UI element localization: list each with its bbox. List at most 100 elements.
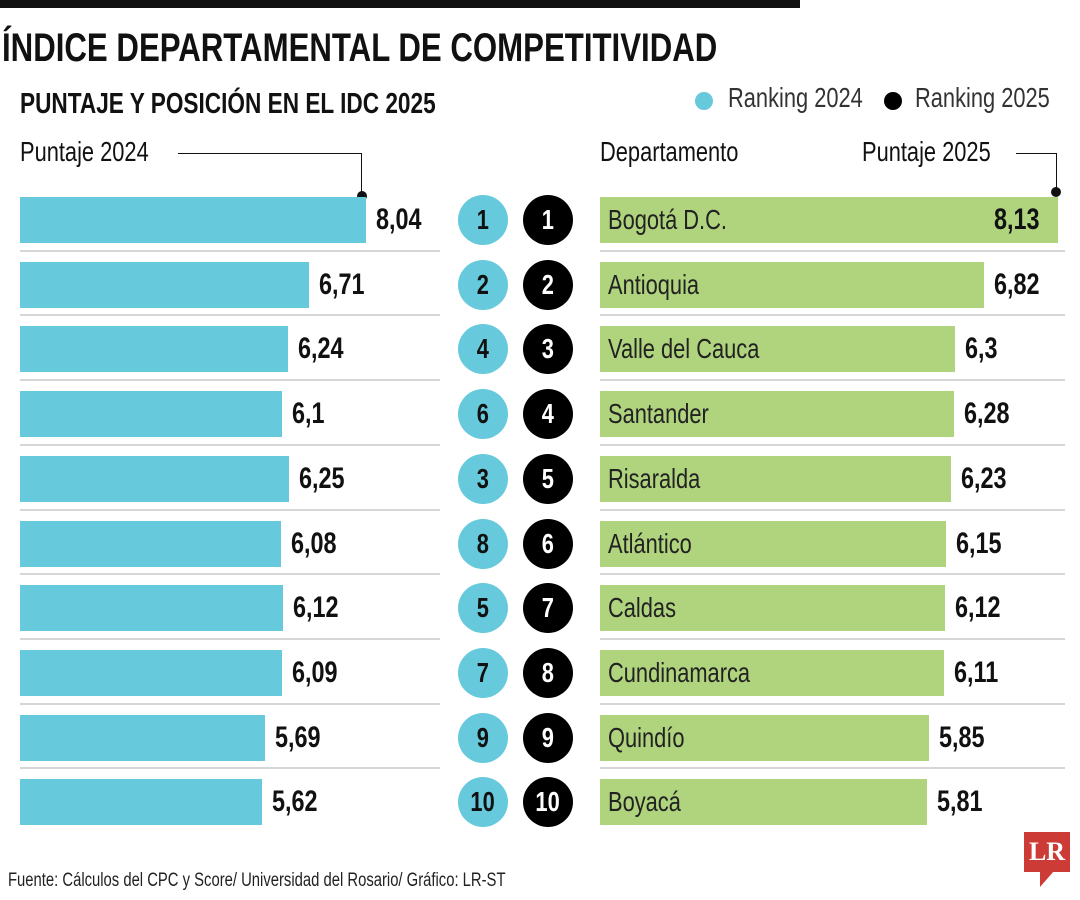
bar-2025: [600, 326, 955, 373]
department-label-text: Bogotá D.C.: [608, 204, 727, 235]
row-separator-left: [20, 508, 440, 511]
value-2024-text: 6,1: [292, 397, 325, 431]
value-2025: 6,12: [955, 585, 1013, 631]
row-separator-right: [600, 314, 1065, 317]
rank-2024-badge: 9: [458, 712, 508, 763]
top-rule: [0, 0, 800, 8]
value-2025: 8,13: [994, 197, 1052, 243]
value-2024: 6,08: [291, 521, 349, 567]
bar-2024: [20, 585, 284, 632]
rank-2025-badge-text: 5: [541, 462, 555, 494]
row-separator-left: [20, 767, 440, 770]
bar-2025: [600, 520, 947, 567]
rank-2024-badge-text: 4: [476, 333, 490, 365]
chart-subtitle: PUNTAJE Y POSICIÓN EN EL IDC 2025: [20, 88, 553, 121]
value-2025: 5,81: [937, 779, 995, 825]
value-2024: 6,25: [299, 456, 357, 502]
legend-2025: Ranking 2025: [915, 82, 1080, 114]
bar-2024: [20, 520, 282, 567]
rank-2025-badge-text: 8: [541, 656, 555, 688]
rank-2024-badge: 2: [458, 259, 508, 310]
value-2024-text: 6,24: [298, 332, 344, 366]
value-2024: 5,69: [275, 715, 333, 761]
value-2025-text: 6,23: [960, 461, 1007, 495]
row-separator-right: [600, 767, 1065, 770]
chart-title-text: ÍNDICE DEPARTAMENTAL DE COMPETITIVIDAD: [2, 26, 718, 70]
header-puntaje-2024: Puntaje 2024: [20, 136, 185, 168]
row-separator-left: [20, 702, 440, 705]
bar-2024: [20, 197, 366, 243]
header-departamento: Departamento: [600, 136, 777, 168]
source-text: Fuente: Cálculos del CPC y Score/ Univer…: [8, 870, 506, 891]
value-2024-text: 6,12: [293, 591, 339, 625]
rank-2025-badge-text: 10: [535, 786, 561, 818]
value-2025-text: 6,82: [993, 267, 1040, 301]
row-separator-right: [600, 573, 1065, 576]
leader-line-2025-vertical: [1056, 153, 1057, 189]
rank-2024-badge-text: 9: [476, 721, 490, 753]
value-2025: 6,82: [994, 262, 1052, 308]
bar-2025: [600, 585, 945, 632]
row-separator-left: [20, 314, 440, 317]
value-2024: 6,09: [292, 650, 350, 696]
value-2025-text: 6,12: [954, 591, 1001, 625]
rank-2024-badge-text: 10: [470, 786, 496, 818]
lr-logo-tail: [1040, 871, 1054, 887]
bar-2025: [600, 391, 954, 438]
value-2024-text: 8,04: [375, 203, 422, 236]
department-label: Quindío: [608, 715, 706, 761]
header-puntaje-2025: Puntaje 2025: [862, 136, 1027, 168]
rank-2025-badge: 7: [523, 583, 573, 634]
rank-2025-badge-text: 6: [541, 527, 555, 559]
row-separator-left: [20, 573, 440, 576]
bar-2024: [20, 261, 309, 308]
department-label-text: Caldas: [608, 592, 676, 624]
bar-2025: [600, 714, 930, 761]
source-note: Fuente: Cálculos del CPC y Score/ Univer…: [8, 870, 646, 892]
legend-2025-label: Ranking 2025: [915, 82, 1050, 113]
value-2024: 6,12: [293, 585, 351, 631]
department-label-text: Atlántico: [608, 527, 692, 559]
value-2025-text: 6,28: [963, 397, 1010, 431]
value-2025: 6,3: [965, 326, 1007, 372]
rank-2024-badge: 5: [458, 583, 508, 634]
bar-2024: [20, 391, 283, 438]
department-label: Cundinamarca: [608, 650, 790, 696]
leader-line-2025: [1016, 153, 1057, 154]
bar-2024: [20, 326, 289, 373]
rank-2024-badge-text: 7: [476, 656, 490, 688]
value-2025-text: 6,11: [953, 655, 999, 689]
legend-dot-2025-icon: [884, 92, 902, 110]
leader-line-2024-vertical: [361, 153, 362, 193]
rank-2025-badge: 9: [523, 712, 573, 763]
legend-dot-2024-icon: [695, 92, 713, 110]
value-2024-text: 5,69: [274, 720, 321, 754]
bar-2025: [600, 197, 1058, 243]
value-2025: 6,28: [964, 391, 1022, 437]
department-label: Bogotá D.C.: [608, 197, 761, 243]
legend-2024-label: Ranking 2024: [728, 82, 863, 113]
row-separator-left: [20, 637, 440, 640]
legend-2024: Ranking 2024: [728, 82, 901, 114]
bar-2024: [20, 455, 289, 502]
value-2024-text: 6,09: [291, 655, 338, 689]
department-label: Atlántico: [608, 521, 715, 567]
chart-title: ÍNDICE DEPARTAMENTAL DE COMPETITIVIDAD: [2, 26, 919, 71]
value-2025-text: 5,81: [937, 785, 983, 819]
rank-2024-badge-text: 2: [476, 268, 490, 300]
value-2025-text: 8,13: [993, 203, 1040, 236]
value-2025: 6,11: [954, 650, 1011, 696]
department-label-text: Boyacá: [608, 786, 681, 818]
rank-2025-badge: 10: [523, 777, 573, 828]
department-label: Antioquia: [608, 262, 725, 308]
rank-2024-badge-text: 3: [476, 462, 490, 494]
rank-2025-badge-text: 4: [541, 398, 555, 430]
rank-2024-badge: 8: [458, 518, 508, 569]
value-2024-text: 6,71: [318, 267, 365, 301]
value-2024-text: 5,62: [271, 785, 318, 819]
rank-2025-badge: 3: [523, 324, 573, 375]
rank-2025-badge: 2: [523, 259, 573, 310]
rank-2024-badge: 7: [458, 647, 508, 698]
department-label: Risaralda: [608, 456, 726, 502]
value-2025-text: 6,15: [956, 526, 1002, 560]
